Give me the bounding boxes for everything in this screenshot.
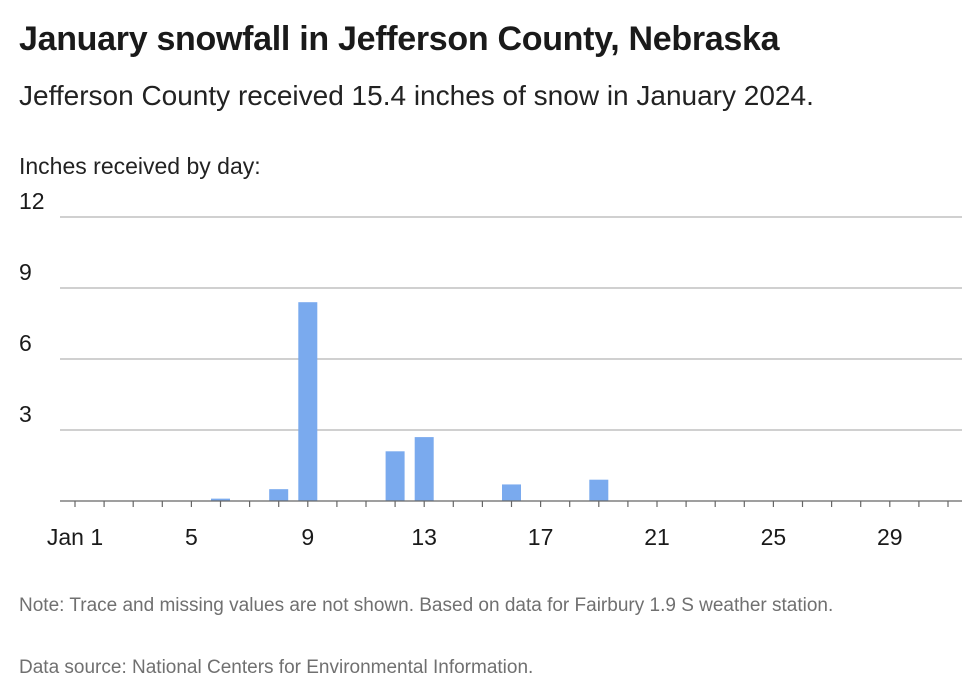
bar-jan-8	[269, 489, 289, 501]
bar-jan-19	[589, 479, 609, 501]
gridlines: 3 6 9 12	[19, 188, 962, 431]
y-tick-label: 6	[19, 330, 32, 356]
chart-subtitle: Jefferson County received 15.4 inches of…	[19, 80, 814, 111]
x-tick-label: Jan 1	[47, 524, 103, 550]
y-axis-label: Inches received by day:	[19, 153, 261, 179]
y-tick-label: 3	[19, 401, 32, 427]
chart-note: Note: Trace and missing values are not s…	[19, 595, 834, 616]
x-tick-label: 5	[185, 524, 198, 550]
x-tick-label: 17	[528, 524, 554, 550]
bar-jan-13	[414, 437, 434, 501]
x-axis: Jan 1 5 9 13 17 21 25 29	[47, 500, 962, 550]
y-tick-label: 9	[19, 259, 32, 285]
bar-jan-12	[385, 451, 405, 501]
chart-title: January snowfall in Jefferson County, Ne…	[19, 20, 780, 58]
x-tick-label: 25	[761, 524, 787, 550]
bar-jan-9	[298, 302, 318, 501]
data-source: Data source: National Centers for Enviro…	[19, 657, 534, 678]
x-tick-label: 13	[411, 524, 437, 550]
x-tick-label: 29	[877, 524, 903, 550]
bar-jan-6	[211, 498, 230, 501]
x-tick-label: 9	[301, 524, 314, 550]
x-tick-label: 21	[644, 524, 670, 550]
bars	[211, 302, 609, 501]
y-tick-label: 12	[19, 188, 45, 214]
bar-jan-16	[502, 484, 521, 501]
bar-chart: 3 6 9 12 Jan 1 5 9 13 17 21 25 29	[19, 188, 962, 550]
